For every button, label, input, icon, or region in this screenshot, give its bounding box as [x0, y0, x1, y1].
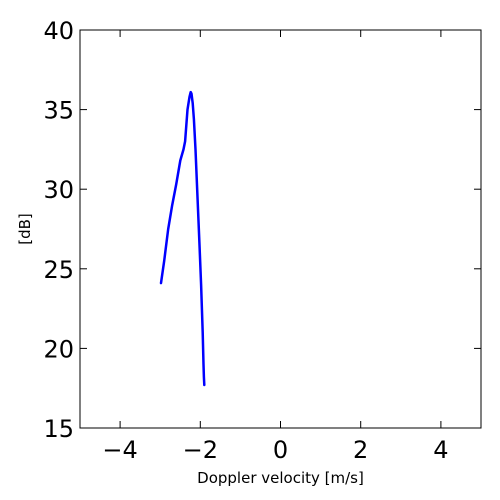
plot-frame	[79, 29, 482, 429]
x-tick-label-2: 0	[273, 436, 288, 464]
x-tick-label-4: 4	[433, 436, 448, 464]
x-tick-label-1: −2	[183, 436, 218, 464]
x-tick-label-3: 2	[353, 436, 368, 464]
y-tick-label-3: 30	[43, 176, 74, 204]
y-axis-label: [dB]	[16, 213, 34, 245]
y-tick-label-5: 40	[43, 17, 74, 45]
y-axis-ticks: 15 20 25 30 35 40	[43, 17, 481, 443]
y-tick-label-0: 15	[43, 415, 74, 443]
y-tick-label-2: 25	[43, 256, 74, 284]
series-line-0	[159, 90, 206, 387]
series-layer	[159, 90, 206, 387]
y-tick-label-1: 20	[43, 335, 74, 363]
x-axis-label: Doppler velocity [m/s]	[197, 469, 364, 487]
x-axis-ticks: −4 −2 0 2 4	[102, 30, 449, 464]
x-tick-label-0: −4	[102, 436, 137, 464]
y-tick-label-4: 35	[43, 97, 74, 125]
